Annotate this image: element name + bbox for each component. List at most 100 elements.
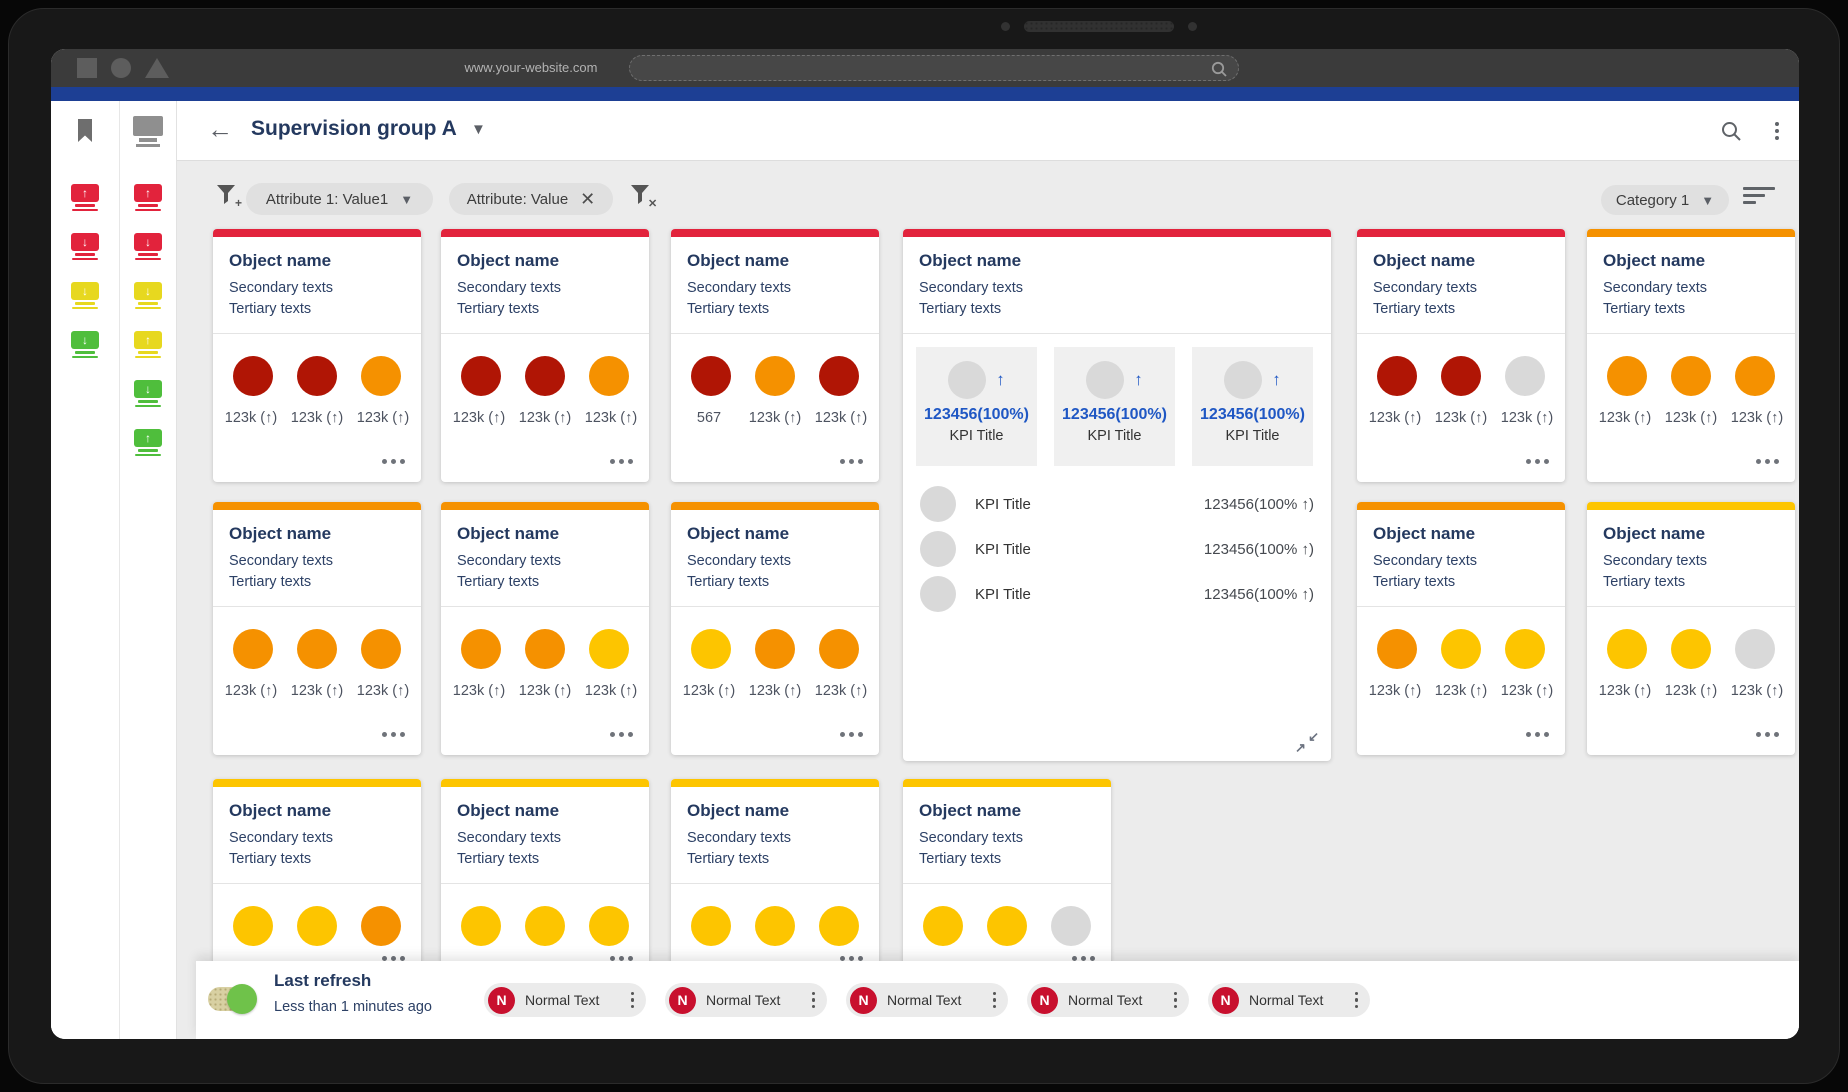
card-more-options-icon[interactable] <box>382 956 405 961</box>
status-circle-gold <box>691 629 731 669</box>
card-more-options-icon[interactable] <box>610 956 633 961</box>
object-card[interactable]: Object name Secondary texts Tertiary tex… <box>441 779 649 979</box>
kpi-tile[interactable]: ↑ 123456(100%) KPI Title <box>1054 347 1175 466</box>
window-control-circle <box>111 58 131 78</box>
alarm-icon-red-up[interactable]: ↑ <box>71 184 99 211</box>
search-icon[interactable] <box>1719 119 1743 143</box>
status-chip[interactable]: N Normal Text <box>484 983 646 1017</box>
alarm-icon-red-down[interactable]: ↓ <box>71 233 99 260</box>
object-card[interactable]: Object name Secondary texts Tertiary tex… <box>671 779 879 979</box>
object-name: Object name <box>457 251 560 270</box>
alarm-icon-yellow-down[interactable]: ↓ <box>134 282 162 309</box>
status-chip[interactable]: N Normal Text <box>846 983 1008 1017</box>
status-circle-gold <box>461 906 501 946</box>
alarm-icon-green-up[interactable]: ↑ <box>134 429 162 456</box>
tertiary-text: Tertiary texts <box>919 851 1002 867</box>
object-card[interactable]: Object name Secondary texts Tertiary tex… <box>1357 502 1565 755</box>
chip-more-options-icon[interactable] <box>1172 990 1180 1011</box>
kpi-row[interactable]: KPI Title 123456(100% ↑) <box>916 484 1318 524</box>
status-chip[interactable]: N Normal Text <box>1208 983 1370 1017</box>
window-control-square <box>77 58 97 78</box>
object-card-expanded[interactable]: Object name Secondary texts Tertiary tex… <box>903 229 1331 761</box>
tertiary-text: Tertiary texts <box>687 301 770 317</box>
alarm-icon-green-down[interactable]: ↓ <box>71 331 99 358</box>
object-card[interactable]: Object name Secondary texts Tertiary tex… <box>1587 229 1795 482</box>
object-card[interactable]: Object name Secondary texts Tertiary tex… <box>1357 229 1565 482</box>
filter-chip-attribute1[interactable]: Attribute 1: Value1 ▼ <box>246 183 433 215</box>
object-card[interactable]: Object name Secondary texts Tertiary tex… <box>441 229 649 482</box>
clear-filters-icon[interactable]: ✕ <box>629 183 657 214</box>
card-header: Object name Secondary texts Tertiary tex… <box>1587 237 1795 334</box>
object-card[interactable]: Object name Secondary texts Tertiary tex… <box>213 229 421 482</box>
alarm-icon-green-down[interactable]: ↓ <box>134 380 162 407</box>
camera-dot <box>1188 22 1197 31</box>
status-circle-gold <box>1505 629 1545 669</box>
kpi-row[interactable]: KPI Title 123456(100% ↑) <box>916 529 1318 569</box>
alarm-icon-red-down[interactable]: ↓ <box>134 233 162 260</box>
trend-up-icon: ↑ <box>1134 370 1143 389</box>
sidebar-tab-bookmarks[interactable] <box>51 101 119 161</box>
status-circles <box>671 629 879 669</box>
collapse-icon[interactable]: ↙ ↗ <box>1295 729 1319 755</box>
card-more-options-icon[interactable] <box>382 732 405 737</box>
chevron-down-icon[interactable]: ▼ <box>400 191 414 207</box>
sidebar-tab-monitors[interactable] <box>119 101 177 161</box>
secondary-text: Secondary texts <box>457 830 561 846</box>
object-card[interactable]: Object name Secondary texts Tertiary tex… <box>903 779 1111 979</box>
object-card[interactable]: Object name Secondary texts Tertiary tex… <box>213 779 421 979</box>
more-menu-icon[interactable] <box>1773 120 1781 142</box>
kpi-value: 123k (↑) <box>1500 683 1554 699</box>
back-button[interactable]: ← <box>207 114 233 144</box>
chip-label: Normal Text <box>706 992 781 1008</box>
card-more-options-icon[interactable] <box>610 732 633 737</box>
card-more-options-icon[interactable] <box>1756 459 1779 464</box>
alarm-icon-yellow-up[interactable]: ↑ <box>134 331 162 358</box>
filter-chip-attribute[interactable]: Attribute: Value ✕ <box>449 183 613 215</box>
chip-more-options-icon[interactable] <box>1353 990 1361 1011</box>
chevron-down-icon[interactable]: ▼ <box>1701 192 1715 208</box>
kpi-row[interactable]: KPI Title 123456(100% ↑) <box>916 574 1318 614</box>
alarm-icon-yellow-down[interactable]: ↓ <box>71 282 99 309</box>
object-card[interactable]: Object name Secondary texts Tertiary tex… <box>671 229 879 482</box>
status-circle-gold <box>525 906 565 946</box>
status-chip[interactable]: N Normal Text <box>665 983 827 1017</box>
auto-refresh-toggle[interactable] <box>208 984 257 1014</box>
kpi-value: 123k (↑) <box>1730 410 1784 426</box>
kpi-value: 123k (↑) <box>1434 410 1488 426</box>
object-card[interactable]: Object name Secondary texts Tertiary tex… <box>671 502 879 755</box>
status-circle-darkred <box>525 356 565 396</box>
object-card[interactable]: Object name Secondary texts Tertiary tex… <box>441 502 649 755</box>
card-more-options-icon[interactable] <box>1072 956 1095 961</box>
kpi-value: 123k (↑) <box>518 410 572 426</box>
card-more-options-icon[interactable] <box>840 732 863 737</box>
kpi-tile[interactable]: ↑ 123456(100%) KPI Title <box>916 347 1037 466</box>
remove-filter-icon[interactable]: ✕ <box>580 188 596 209</box>
sort-icon[interactable] <box>1743 187 1775 208</box>
object-card[interactable]: Object name Secondary texts Tertiary tex… <box>213 502 421 755</box>
window-controls <box>77 58 169 78</box>
object-name: Object name <box>687 251 790 270</box>
sidebar-divider <box>119 101 120 1039</box>
object-name: Object name <box>457 801 560 820</box>
card-more-options-icon[interactable] <box>840 459 863 464</box>
chip-more-options-icon[interactable] <box>629 990 637 1011</box>
add-filter-icon[interactable]: + <box>215 183 243 214</box>
status-chip[interactable]: N Normal Text <box>1027 983 1189 1017</box>
card-more-options-icon[interactable] <box>382 459 405 464</box>
card-more-options-icon[interactable] <box>1526 732 1549 737</box>
title-dropdown-caret-icon[interactable]: ▼ <box>471 121 486 138</box>
chip-more-options-icon[interactable] <box>810 990 818 1011</box>
card-more-options-icon[interactable] <box>1526 459 1549 464</box>
chip-more-options-icon[interactable] <box>991 990 999 1011</box>
object-card[interactable]: Object name Secondary texts Tertiary tex… <box>1587 502 1795 755</box>
kpi-row-value: 123456(100% ↑) <box>1203 585 1314 603</box>
card-more-options-icon[interactable] <box>610 459 633 464</box>
category-select[interactable]: Category 1 ▼ <box>1601 185 1729 215</box>
card-more-options-icon[interactable] <box>840 956 863 961</box>
card-more-options-icon[interactable] <box>1756 732 1779 737</box>
alarm-icon-red-up[interactable]: ↑ <box>134 184 162 211</box>
card-accent-bar <box>441 229 649 237</box>
kpi-tile[interactable]: ↑ 123456(100%) KPI Title <box>1192 347 1313 466</box>
status-circle-gold <box>1441 629 1481 669</box>
browser-search-bar[interactable] <box>629 55 1239 81</box>
